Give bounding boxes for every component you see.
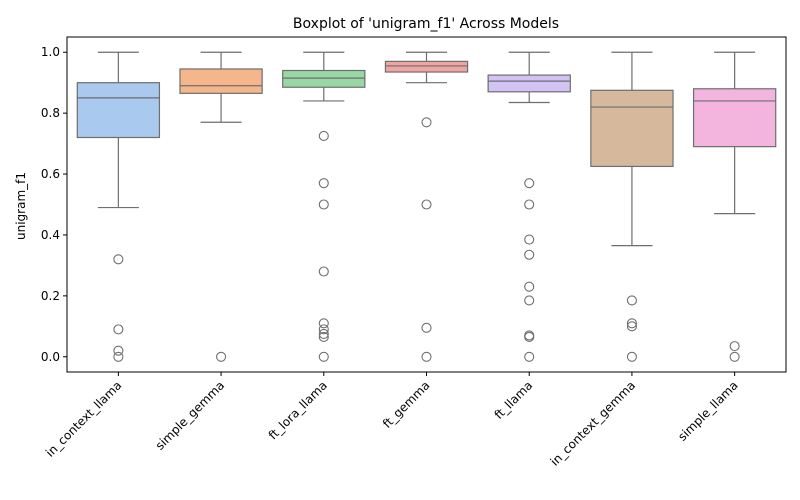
outlier-point bbox=[421, 351, 432, 362]
iqr-box bbox=[590, 89, 674, 168]
boxes-layer bbox=[76, 51, 777, 362]
iqr-box bbox=[384, 60, 469, 73]
outlier-point bbox=[421, 117, 432, 128]
outlier-point bbox=[216, 351, 227, 362]
y-tick-label: 0.6 bbox=[41, 167, 60, 181]
outlier-point bbox=[318, 318, 329, 329]
y-tick-label: 1.0 bbox=[41, 45, 60, 59]
iqr-box bbox=[179, 68, 263, 94]
outlier-point bbox=[318, 130, 329, 142]
outlier-point bbox=[524, 249, 535, 260]
outlier-point bbox=[318, 178, 329, 189]
outlier-point bbox=[626, 295, 637, 306]
box-simple_gemma bbox=[179, 51, 263, 362]
y-tick-label: 0.2 bbox=[41, 289, 60, 303]
y-tick-label: 0.4 bbox=[41, 228, 60, 242]
x-tick-label: ft_llama bbox=[492, 378, 536, 422]
box-ft_llama bbox=[487, 51, 571, 362]
y-tick-label: 0.0 bbox=[41, 350, 60, 364]
box-ft_lora_llama bbox=[282, 51, 366, 362]
x-tick-label: ft_gemma bbox=[380, 378, 433, 431]
outlier-point bbox=[113, 324, 124, 335]
x-tick-label: simple_llama bbox=[675, 378, 741, 444]
outlier-point bbox=[524, 295, 535, 306]
y-tick-label: 0.8 bbox=[41, 106, 60, 120]
iqr-box bbox=[692, 88, 777, 148]
outlier-point bbox=[318, 328, 329, 339]
x-axis: in_context_llama simple_gemma ft_lora_llam… bbox=[43, 372, 741, 469]
outlier-point bbox=[318, 266, 329, 277]
iqr-box bbox=[76, 82, 161, 139]
outlier-point bbox=[113, 254, 124, 265]
outlier-point bbox=[524, 199, 535, 210]
iqr-box bbox=[487, 74, 571, 93]
outlier-point bbox=[113, 345, 124, 356]
iqr-box bbox=[282, 69, 366, 88]
outlier-point bbox=[626, 318, 637, 329]
x-tick-label: ft_lora_llama bbox=[266, 378, 330, 442]
plot-area bbox=[66, 36, 787, 373]
outlier-point bbox=[626, 321, 637, 332]
box-in_context_llama bbox=[76, 51, 161, 362]
outlier-point bbox=[318, 324, 329, 335]
y-axis-label: unigram_f1 bbox=[14, 172, 28, 240]
y-axis: 0.0 0.2 0.4 0.6 0.8 1.0 bbox=[41, 45, 67, 364]
outlier-point bbox=[421, 322, 432, 333]
chart-title: Boxplot of 'unigram_f1' Across Models bbox=[293, 16, 559, 32]
x-tick-label: in_context_llama bbox=[43, 378, 124, 459]
box-simple_llama bbox=[692, 51, 777, 362]
x-tick-label: simple_gemma bbox=[153, 378, 227, 452]
outlier-point bbox=[113, 351, 124, 362]
outlier-point bbox=[524, 351, 535, 362]
outlier-point bbox=[729, 351, 740, 362]
outlier-point bbox=[318, 331, 329, 343]
outlier-point bbox=[729, 341, 740, 352]
outlier-point bbox=[318, 351, 329, 362]
box-ft_gemma bbox=[384, 51, 469, 362]
outlier-point bbox=[524, 331, 535, 343]
outlier-point bbox=[524, 234, 535, 245]
outlier-point bbox=[318, 199, 329, 210]
box-in_context_gemma bbox=[590, 51, 674, 362]
outlier-point bbox=[421, 199, 432, 210]
x-tick-label: in_context_gemma bbox=[548, 378, 638, 468]
outlier-point bbox=[524, 178, 535, 189]
outlier-point bbox=[524, 281, 535, 292]
outlier-point bbox=[626, 351, 637, 362]
